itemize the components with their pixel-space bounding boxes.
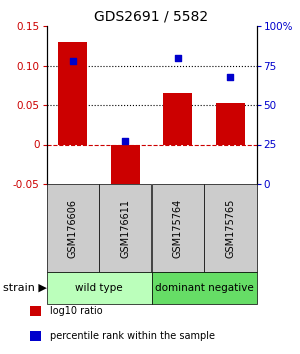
Text: GSM175765: GSM175765 <box>225 198 235 258</box>
Bar <box>111 144 140 190</box>
Text: strain ▶: strain ▶ <box>3 283 47 293</box>
Bar <box>216 103 245 144</box>
Point <box>70 58 75 64</box>
Text: percentile rank within the sample: percentile rank within the sample <box>50 331 214 341</box>
Text: log10 ratio: log10 ratio <box>50 306 102 316</box>
Text: GSM175764: GSM175764 <box>173 198 183 258</box>
Text: GSM176606: GSM176606 <box>68 199 78 257</box>
Point <box>228 74 233 79</box>
Text: wild type: wild type <box>75 283 123 293</box>
Point <box>175 55 180 61</box>
Text: GSM176611: GSM176611 <box>120 199 130 257</box>
Point <box>123 138 128 144</box>
Bar <box>58 42 87 144</box>
Title: GDS2691 / 5582: GDS2691 / 5582 <box>94 10 208 23</box>
Bar <box>163 93 192 144</box>
Text: dominant negative: dominant negative <box>154 283 254 293</box>
